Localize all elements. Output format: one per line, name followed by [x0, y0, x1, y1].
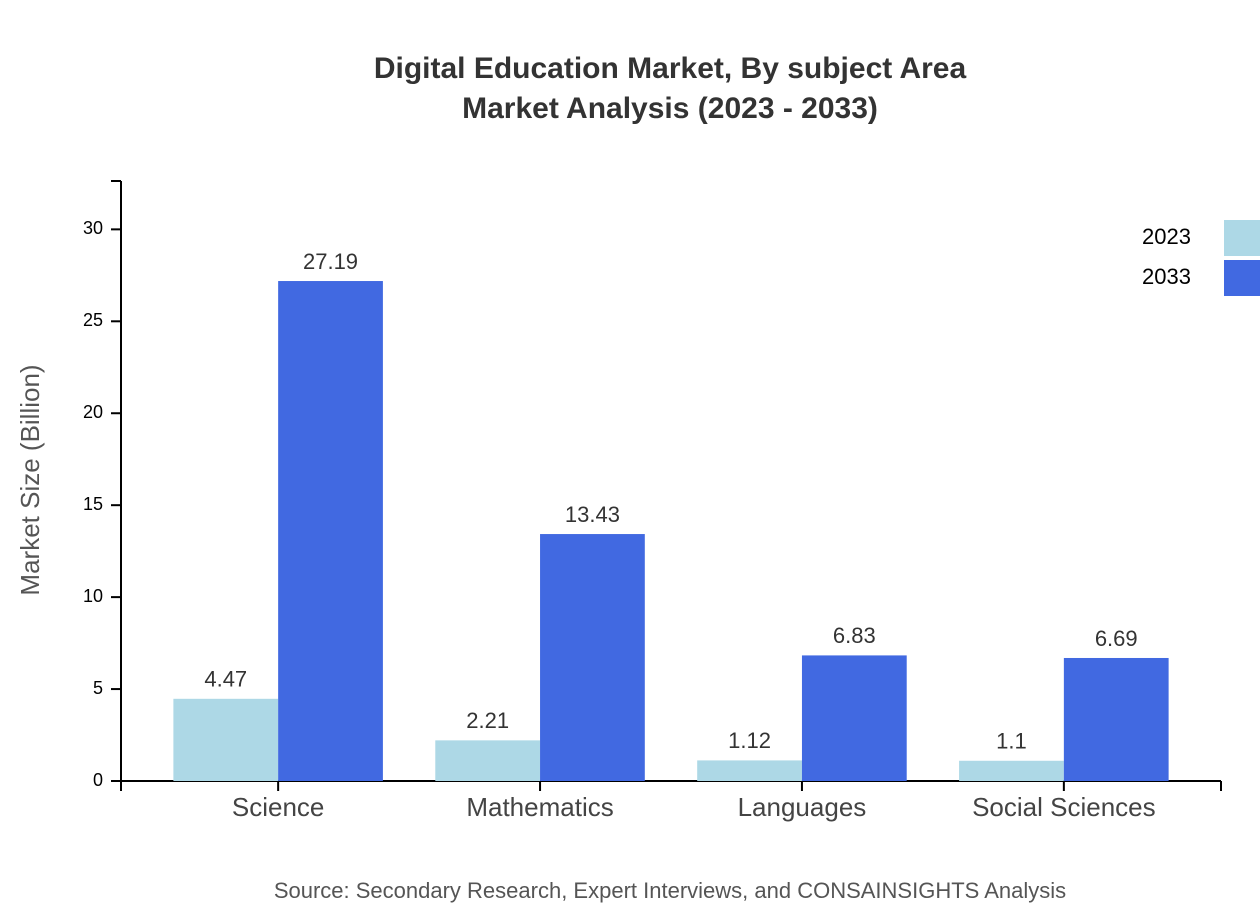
x-tick-label: Languages: [738, 792, 867, 822]
x-tick-label: Mathematics: [466, 792, 613, 822]
value-label: 6.69: [1095, 626, 1138, 651]
bar: [278, 281, 383, 781]
y-tick-label: 0: [93, 770, 103, 790]
chart-subtitle: Market Analysis (2023 - 2033): [462, 92, 878, 125]
value-label: 1.12: [728, 728, 771, 753]
chart-title: Digital Education Market, By subject Are…: [374, 52, 967, 85]
y-tick-label: 30: [83, 218, 103, 238]
y-tick-label: 15: [83, 494, 103, 514]
bar: [540, 534, 645, 781]
bar: [435, 740, 541, 781]
source-note: Source: Secondary Research, Expert Inter…: [274, 878, 1066, 903]
legend-swatch: [1224, 260, 1260, 296]
legend-swatch: [1224, 220, 1260, 256]
bar: [697, 760, 802, 781]
value-label: 1.1: [996, 729, 1027, 754]
x-tick-label: Social Sciences: [972, 792, 1156, 822]
value-label: 4.47: [204, 667, 247, 692]
y-axis-label: Market Size (Billion): [15, 364, 45, 595]
y-tick-label: 25: [83, 310, 103, 330]
bar: [1063, 657, 1169, 781]
y-tick-label: 10: [83, 586, 103, 606]
value-label: 13.43: [565, 502, 620, 527]
value-label: 6.83: [833, 623, 876, 648]
x-tick-label: Science: [232, 792, 325, 822]
y-tick-label: 20: [83, 402, 103, 422]
y-tick-label: 5: [93, 678, 103, 698]
value-label: 27.19: [303, 249, 358, 274]
legend-label: 2023: [1142, 224, 1191, 249]
bar: [173, 698, 279, 781]
bar: [801, 655, 907, 781]
bar: [959, 760, 1064, 781]
legend-label: 2033: [1142, 264, 1191, 289]
value-label: 2.21: [466, 708, 509, 733]
